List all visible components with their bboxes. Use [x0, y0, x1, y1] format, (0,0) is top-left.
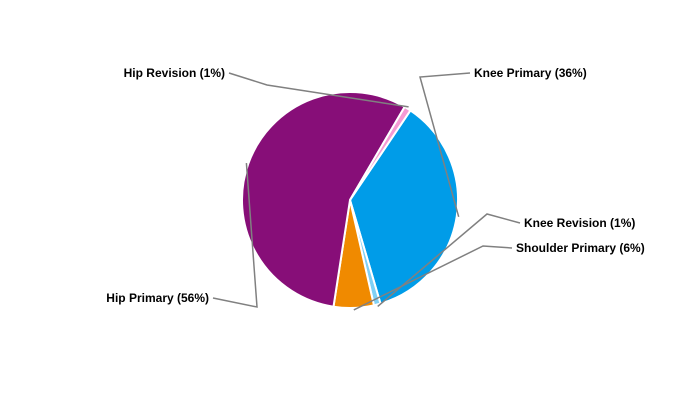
slice-label-5: Hip Revision (1%)	[124, 66, 225, 80]
leader-line-2	[377, 213, 521, 307]
labels-layer: Knee Primary (36%) Knee Revision (1%) Shou…	[106, 66, 644, 305]
slice-label-1: Knee Primary (36%)	[474, 66, 587, 80]
leader-line-3	[353, 245, 513, 311]
slice-label-3: Shoulder Primary (6%)	[516, 241, 645, 255]
slice-label-2: Knee Revision (1%)	[524, 216, 635, 230]
leader-line-4	[212, 163, 258, 308]
slices-layer	[241, 91, 459, 310]
slice-label-4: Hip Primary (56%)	[106, 291, 209, 305]
pie-slice-4	[241, 91, 407, 308]
pie-slice-1	[348, 109, 459, 305]
leader-line-5	[228, 72, 409, 108]
leader-lines-layer	[212, 72, 521, 311]
leader-line-1	[419, 72, 471, 218]
